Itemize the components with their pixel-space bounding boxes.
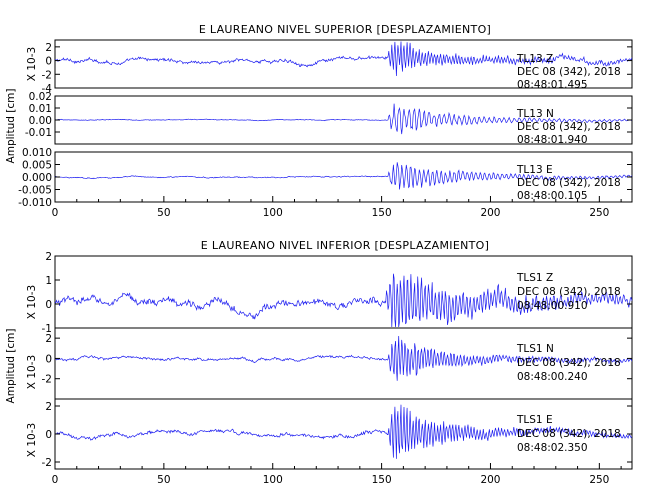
date-label: DEC 08 (342), 2018 bbox=[517, 428, 621, 440]
y-tick-label: 0.005 bbox=[22, 160, 52, 172]
y-tick-label: 0.00 bbox=[29, 115, 52, 127]
y-tick-label: -2 bbox=[42, 69, 52, 81]
trace-line bbox=[54, 404, 633, 459]
y-tick-label: -0.01 bbox=[25, 127, 52, 139]
y-ticks: 0.020.010.00-0.01 bbox=[25, 91, 632, 139]
x-tick-label: 250 bbox=[589, 474, 609, 486]
panel-top-z: X 10-3 20-2-4 TL13 Z DEC 08 (342), 2018 … bbox=[26, 39, 633, 95]
x-axis-bottom: 0 50 100 150 200 250 bbox=[52, 463, 622, 486]
y-tick-label: -0.005 bbox=[18, 185, 52, 197]
y-tick-label: -2 bbox=[42, 457, 52, 469]
panel-scale-label: X 10-3 bbox=[26, 355, 38, 389]
y-tick-label: 0 bbox=[45, 299, 52, 311]
y-ticks: 2 0 -2 bbox=[42, 333, 632, 386]
y-tick-label: 1 bbox=[45, 275, 52, 287]
panel-top-n: 0.020.010.00-0.01 TL13 N DEC 08 (342), 2… bbox=[25, 91, 633, 146]
time-label: 08:48:00.240 bbox=[517, 371, 588, 383]
station-label: TLS1 E bbox=[516, 414, 553, 426]
x-tick-label: 50 bbox=[157, 207, 170, 219]
y-ticks: 2 0 -2 bbox=[42, 401, 632, 469]
y-tick-label: 2 bbox=[45, 251, 52, 263]
y-tick-label: 0 bbox=[45, 429, 52, 441]
time-label: 08:48:00.105 bbox=[517, 190, 588, 202]
y-tick-label: 0.010 bbox=[22, 147, 52, 159]
panel-frame bbox=[54, 39, 633, 89]
x-tick-label: 50 bbox=[157, 474, 170, 486]
y-tick-label: 0 bbox=[45, 353, 52, 365]
y-ticks: 2 0-2 -4 bbox=[42, 42, 632, 95]
trace-line bbox=[54, 273, 633, 328]
x-tick-label: 250 bbox=[589, 207, 609, 219]
station-label: TL13 Z bbox=[516, 53, 553, 65]
time-label: 08:48:01.940 bbox=[517, 134, 588, 146]
y-tick-label: -2 bbox=[42, 374, 52, 386]
y-tick-label: -0.010 bbox=[18, 197, 52, 209]
date-label: DEC 08 (342), 2018 bbox=[517, 286, 621, 298]
date-label: DEC 08 (342), 2018 bbox=[517, 357, 621, 369]
station-label: TL13 N bbox=[516, 108, 554, 120]
station-label: TLS1 Z bbox=[516, 272, 553, 284]
trace-line bbox=[54, 335, 633, 381]
time-label: 08:48:00.910 bbox=[517, 300, 588, 312]
y-tick-label: 0.02 bbox=[29, 91, 52, 103]
panel-bottom-z: X 10-3 2 1 0 -1 TLS1 Z DEC 08 (342), 2018 0… bbox=[26, 251, 633, 335]
panel-scale-label: X 10-3 bbox=[26, 47, 38, 81]
ylabel-bottom: Amplitud [cm] bbox=[5, 329, 17, 404]
ylabel-top: Amplitud [cm] bbox=[5, 89, 17, 164]
x-tick-label: 0 bbox=[52, 207, 59, 219]
trace-line bbox=[54, 103, 633, 135]
x-tick-label: 150 bbox=[372, 207, 392, 219]
y-tick-label: 0.000 bbox=[22, 172, 52, 184]
panel-bottom-e: X 10-3 2 0 -2 TLS1 E DEC 08 (342), 2018 08… bbox=[26, 398, 633, 470]
y-tick-label: -4 bbox=[42, 83, 53, 95]
x-tick-label: 200 bbox=[480, 207, 500, 219]
y-tick-label: 2 bbox=[45, 401, 52, 413]
trace-line bbox=[54, 162, 633, 190]
x-tick-label: 100 bbox=[263, 207, 283, 219]
y-tick-label: 2 bbox=[45, 42, 52, 54]
y-tick-label: -1 bbox=[42, 323, 52, 335]
y-tick-label: 0 bbox=[45, 56, 52, 68]
station-label: TL13 E bbox=[516, 164, 553, 176]
panel-scale-label: X 10-3 bbox=[26, 285, 38, 319]
time-label: 08:48:01.495 bbox=[517, 79, 588, 91]
x-tick-label: 150 bbox=[372, 474, 392, 486]
x-tick-label: 100 bbox=[263, 474, 283, 486]
date-label: DEC 08 (342), 2018 bbox=[517, 121, 621, 133]
y-tick-label: 2 bbox=[45, 333, 52, 345]
x-tick-label: 0 bbox=[52, 474, 59, 486]
time-label: 08:48:02.350 bbox=[517, 442, 588, 454]
x-tick-label: 200 bbox=[480, 474, 500, 486]
panel-bottom-n: X 10-3 2 0 -2 TLS1 N DEC 08 (342), 2018 08… bbox=[26, 327, 633, 400]
date-label: DEC 08 (342), 2018 bbox=[517, 177, 621, 189]
trace-line bbox=[54, 41, 633, 77]
x-axis-top: 0 50 100 150 200 250 bbox=[52, 196, 622, 219]
y-tick-label: 0.01 bbox=[29, 103, 52, 115]
station-label: TLS1 N bbox=[516, 343, 554, 355]
chart-title-top: E LAUREANO NIVEL SUPERIOR [DESPLAZAMIENT… bbox=[199, 23, 491, 36]
date-label: DEC 08 (342), 2018 bbox=[517, 66, 621, 78]
panel-scale-label: X 10-3 bbox=[26, 423, 38, 457]
chart-title-bottom: E LAUREANO NIVEL INFERIOR [DESPLAZAMIENT… bbox=[201, 239, 489, 252]
